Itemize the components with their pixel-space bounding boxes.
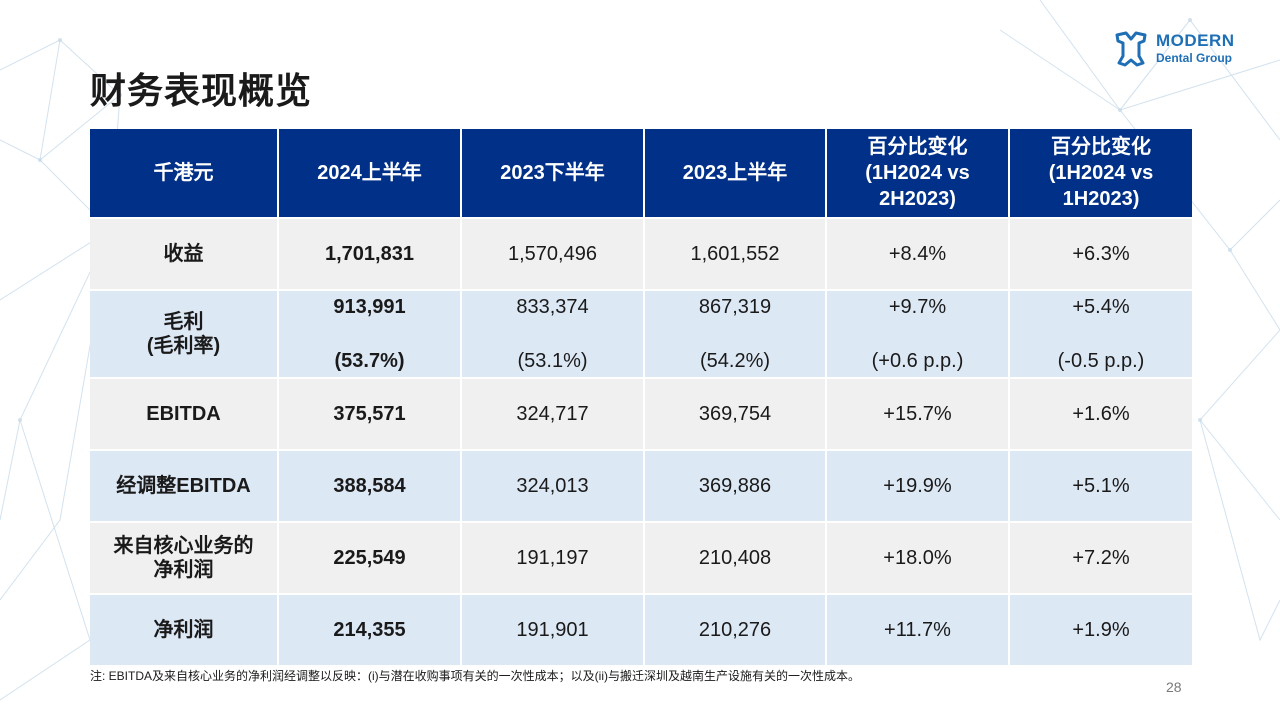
cell-value: +19.9% [826,449,1010,522]
header-change-vs-2h2023: 百分比变化 (1H2024 vs 2H2023) [826,129,1010,218]
table-row-net-profit: 净利润 214,355 191,901 210,276 +11.7% +1.9% [90,593,1192,665]
row-label: 经调整EBITDA [90,449,279,522]
row-label: 毛利 (毛利率) [90,289,279,378]
cell-value: 225,549 [278,521,462,594]
cell-value: +8.4% [826,217,1010,290]
cell-value: +11.7% [826,593,1010,665]
cell-value: 1,570,496 [461,217,645,290]
tooth-icon [1115,31,1147,67]
cell-value: 210,276 [644,593,827,665]
cell-value: +15.7% [826,377,1010,450]
header-2h2023: 2023下半年 [461,129,645,218]
cell-split: +9.7% (+0.6 p.p.) [826,289,1010,378]
cell-value: 369,754 [644,377,827,450]
cell-subvalue: (54.2%) [699,350,771,372]
cell-value: +9.7% [888,296,947,318]
row-label: EBITDA [90,377,279,450]
logo-line-2: Dental Group [1156,51,1233,65]
cell-value: 369,886 [644,449,827,522]
cell-value: 388,584 [278,449,462,522]
table-row-revenue: 收益 1,701,831 1,570,496 1,601,552 +8.4% +… [90,217,1192,290]
financial-overview-table: 千港元 2024上半年 2023下半年 2023上半年 百分比变化 (1H202… [90,129,1192,665]
header-unit: 千港元 [90,129,279,218]
table-row-adjusted-ebitda: 经调整EBITDA 388,584 324,013 369,886 +19.9%… [90,449,1192,522]
logo-line-1: MODERN [1156,31,1235,50]
cell-value: 913,991 [333,296,406,318]
cell-value: 375,571 [278,377,462,450]
cell-value: +1.9% [1009,593,1192,665]
cell-split: 913,991 (53.7%) [278,289,462,378]
cell-value: 210,408 [644,521,827,594]
cell-value: 324,717 [461,377,645,450]
cell-value: +5.1% [1009,449,1192,522]
table-header-row: 千港元 2024上半年 2023下半年 2023上半年 百分比变化 (1H202… [90,129,1192,218]
cell-value: +1.6% [1009,377,1192,450]
cell-value: 867,319 [698,296,772,318]
header-change-vs-1h2023: 百分比变化 (1H2024 vs 1H2023) [1009,129,1192,218]
row-label: 收益 [90,217,279,290]
cell-value: +7.2% [1009,521,1192,594]
cell-subvalue: (-0.5 p.p.) [1057,350,1145,372]
page-title: 财务表现概览 [90,70,313,111]
table-row-ebitda: EBITDA 375,571 324,717 369,754 +15.7% +1… [90,377,1192,450]
cell-subvalue: (53.1%) [517,350,588,372]
header-1h2024: 2024上半年 [278,129,462,218]
cell-value: 1,701,831 [278,217,462,290]
cell-value: 324,013 [461,449,645,522]
cell-value: 833,374 [516,296,589,318]
header-1h2023: 2023上半年 [644,129,827,218]
cell-subvalue: (53.7%) [334,350,405,372]
page-number: 28 [1166,679,1182,695]
row-label: 净利润 [90,593,279,665]
cell-split: 833,374 (53.1%) [461,289,645,378]
cell-value: 191,901 [461,593,645,665]
cell-value: 214,355 [278,593,462,665]
table-row-gross-profit: 毛利 (毛利率) 913,991 (53.7%) 833,374 (53.1%) 8… [90,289,1192,378]
cell-subvalue: (+0.6 p.p.) [871,350,964,372]
table-row-core-net-profit: 来自核心业务的 净利润 225,549 191,197 210,408 +18.… [90,521,1192,594]
cell-value: +5.4% [1072,296,1130,318]
cell-value: 1,601,552 [644,217,827,290]
cell-value: 191,197 [461,521,645,594]
company-logo: MODERN Dental Group [1113,30,1243,70]
cell-value: +6.3% [1009,217,1192,290]
footnote: 注: EBITDA及来自核心业务的净利润经调整以反映：(i)与潜在收购事项有关的… [90,669,860,683]
cell-value: +18.0% [826,521,1010,594]
row-label: 来自核心业务的 净利润 [90,521,279,594]
cell-split: 867,319 (54.2%) [644,289,827,378]
cell-split: +5.4% (-0.5 p.p.) [1009,289,1192,378]
